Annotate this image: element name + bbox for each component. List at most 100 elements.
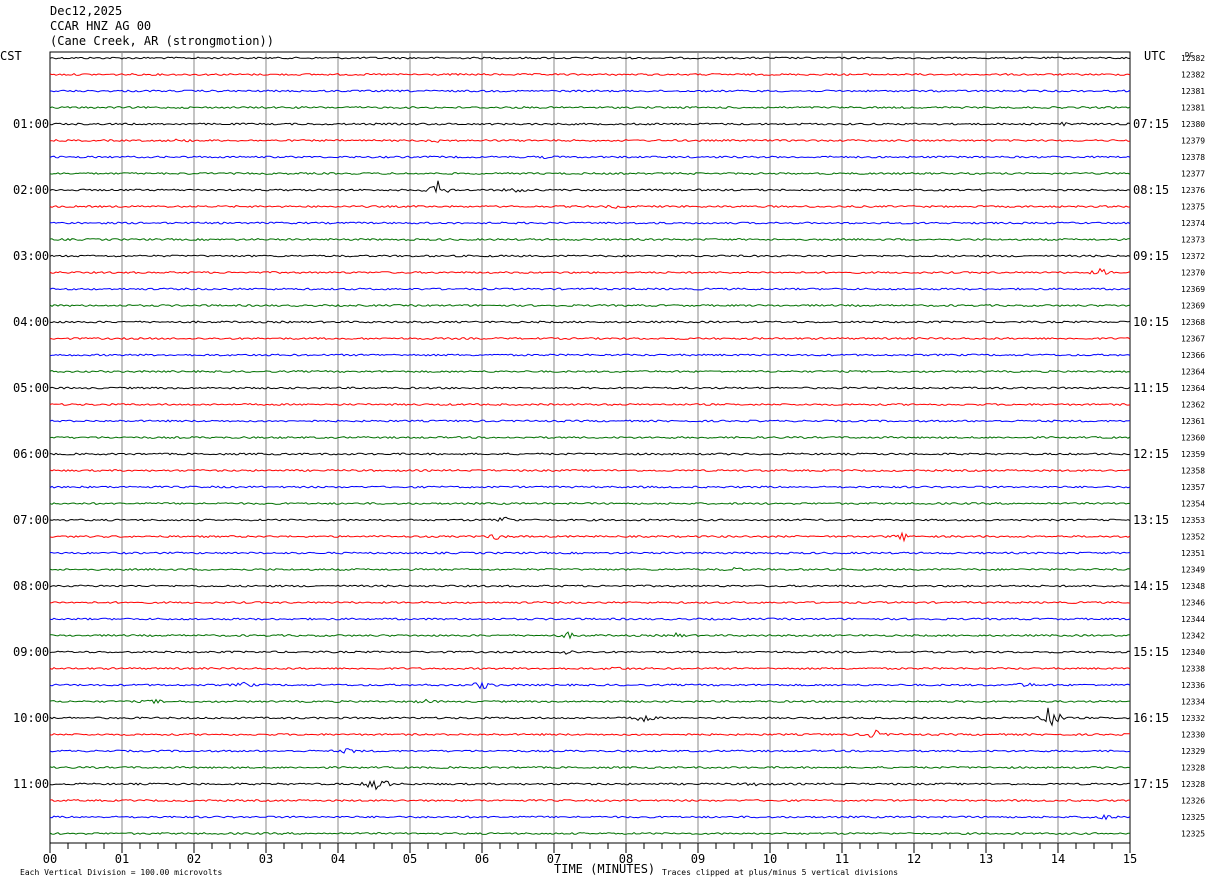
dc-column-label: DC — [1185, 51, 1193, 59]
x-tick-label: 02 — [187, 852, 201, 866]
utc-hour-label: 17:15 — [1133, 777, 1169, 791]
x-tick-label: 06 — [475, 852, 489, 866]
x-axis-label: TIME (MINUTES) — [554, 862, 655, 876]
dc-value-label: 12382 — [1181, 71, 1205, 80]
cst-hour-label: 07:00 — [13, 513, 49, 527]
dc-value-label: 12361 — [1181, 417, 1205, 426]
x-tick-label: 15 — [1123, 852, 1137, 866]
dc-value-label: 12328 — [1181, 764, 1205, 773]
dc-value-label: 12370 — [1181, 269, 1205, 278]
cst-hour-label: 08:00 — [13, 579, 49, 593]
trace-line — [49, 813, 1131, 821]
dc-value-label: 12340 — [1181, 648, 1205, 657]
trace-line — [49, 303, 1131, 308]
dc-value-label: 12330 — [1181, 731, 1205, 740]
date-label: Dec12,2025 — [50, 4, 123, 18]
utc-hour-label: 13:15 — [1133, 513, 1169, 527]
dc-value-label: 12329 — [1181, 747, 1205, 756]
dc-value-label: 12348 — [1181, 582, 1205, 591]
trace-line — [49, 336, 1131, 341]
trace-line — [49, 617, 1131, 621]
dc-value-label: 12344 — [1181, 615, 1205, 624]
trace-line — [49, 729, 1130, 738]
x-tick-label: 08 — [619, 852, 633, 866]
left-timezone-label: CST — [0, 49, 22, 63]
trace-line — [49, 419, 1131, 423]
dc-value-label: 12378 — [1181, 153, 1205, 162]
utc-hour-label: 16:15 — [1133, 711, 1169, 725]
clipping-note: Traces clipped at plus/minus 5 vertical … — [662, 868, 898, 877]
x-tick-label: 03 — [259, 852, 273, 866]
cst-hour-label: 11:00 — [13, 777, 49, 791]
utc-hour-label: 14:15 — [1133, 579, 1169, 593]
cst-hour-label: 05:00 — [13, 381, 49, 395]
trace-line — [49, 138, 1131, 143]
utc-hour-label: 10:15 — [1133, 315, 1169, 329]
trace-line — [49, 155, 1131, 160]
trace-line — [49, 452, 1131, 456]
trace-line — [49, 798, 1130, 803]
x-tick-label: 01 — [115, 852, 129, 866]
cst-hour-label: 03:00 — [13, 249, 49, 263]
x-tick-label: 12 — [907, 852, 921, 866]
dc-value-label: 12362 — [1181, 401, 1205, 410]
cst-hour-label: 06:00 — [13, 447, 49, 461]
dc-value-label: 12376 — [1181, 186, 1205, 195]
right-timezone-label: UTC — [1144, 49, 1166, 63]
trace-line — [49, 435, 1131, 440]
cst-hour-label: 10:00 — [13, 711, 49, 725]
dc-value-label: 12372 — [1181, 252, 1205, 261]
trace-line — [49, 171, 1131, 176]
dc-value-label: 12368 — [1181, 318, 1205, 327]
trace-line — [49, 369, 1131, 374]
cst-hour-label: 09:00 — [13, 645, 49, 659]
vertical-division-note: Each Vertical Division = 100.00 microvol… — [20, 868, 222, 877]
utc-hour-label: 07:15 — [1133, 117, 1169, 131]
dc-value-label: 12357 — [1181, 483, 1205, 492]
trace-line — [49, 666, 1131, 671]
trace-line — [49, 56, 1131, 60]
x-tick-label: 04 — [331, 852, 345, 866]
dc-value-label: 12326 — [1181, 797, 1205, 806]
dc-value-label: 12382 — [1181, 54, 1205, 63]
dc-value-label: 12366 — [1181, 351, 1205, 360]
x-tick-label: 05 — [403, 852, 417, 866]
dc-value-label: 12375 — [1181, 203, 1205, 212]
dc-value-label: 12364 — [1181, 368, 1205, 377]
trace-line — [49, 237, 1131, 242]
axis-labels: CST UTC DC TIME (MINUTES) Each Vertical … — [0, 49, 1205, 877]
trace-line — [49, 353, 1131, 357]
trace-line — [49, 468, 1131, 473]
trace-line — [49, 180, 1131, 194]
trace-line — [49, 204, 1130, 209]
seismic-traces — [49, 56, 1131, 835]
trace-line — [49, 650, 1131, 655]
dc-value-label: 12325 — [1181, 813, 1205, 822]
trace-line — [49, 516, 1131, 522]
minute-grid — [49, 51, 1131, 853]
utc-hour-label: 08:15 — [1133, 183, 1169, 197]
dc-value-label: 12379 — [1181, 137, 1205, 146]
trace-line — [49, 485, 1131, 489]
dc-value-label: 12332 — [1181, 714, 1205, 723]
x-tick-label: 09 — [691, 852, 705, 866]
trace-line — [49, 386, 1131, 390]
x-tick-label: 00 — [43, 852, 57, 866]
trace-line — [49, 402, 1131, 407]
dc-value-label: 12346 — [1181, 599, 1205, 608]
x-tick-label: 11 — [835, 852, 849, 866]
dc-value-label: 12336 — [1181, 681, 1205, 690]
location-label: (Cane Creek, AR (strongmotion)) — [50, 34, 274, 48]
utc-hour-label: 11:15 — [1133, 381, 1169, 395]
trace-line — [49, 267, 1131, 275]
trace-line — [49, 121, 1131, 127]
station-label: CCAR HNZ AG 00 — [50, 19, 152, 33]
dc-value-label: 12360 — [1181, 434, 1205, 443]
x-tick-label: 14 — [1051, 852, 1065, 866]
dc-value-label: 12358 — [1181, 467, 1205, 476]
trace-line — [49, 501, 1131, 506]
trace-line — [49, 89, 1131, 93]
trace-line — [49, 765, 1131, 770]
dc-value-label: 12359 — [1181, 450, 1205, 459]
